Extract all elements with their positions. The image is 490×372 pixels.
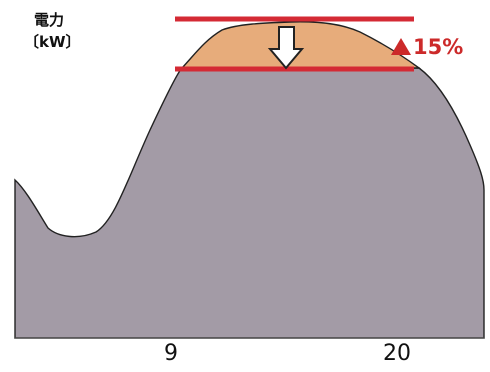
peak-cut-area: [180, 21, 422, 69]
x-tick-label: 9: [164, 341, 178, 366]
x-tick-label: 20: [383, 341, 411, 366]
y-axis-label-line1: 電力: [34, 11, 65, 29]
triangle-up-icon: [391, 38, 411, 55]
power-demand-area: [14, 67, 485, 339]
reduction-label: 15%: [391, 35, 463, 59]
y-axis-label-line2: 〔kW〕: [24, 33, 81, 51]
down-arrow-icon: [267, 26, 305, 70]
reduction-value: 15%: [413, 35, 464, 59]
